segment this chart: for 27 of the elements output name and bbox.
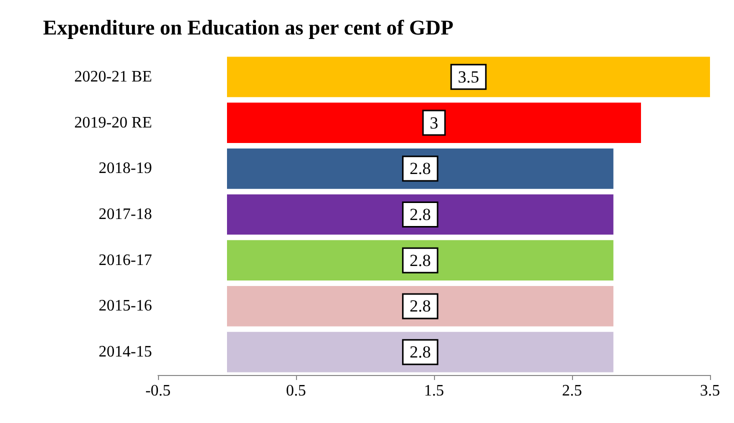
bar	[227, 286, 614, 326]
data-label: 3.5	[458, 67, 480, 86]
x-tick-label: 1.5	[424, 382, 444, 400]
bar	[227, 240, 614, 281]
data-label: 2.8	[410, 159, 431, 178]
bar	[227, 332, 614, 372]
bar	[227, 102, 641, 143]
data-label: 2.8	[410, 250, 431, 270]
y-tick-label: 2018-19	[98, 160, 152, 178]
bar	[227, 56, 710, 98]
chart-title: Expenditure on Education as per cent of GDP	[43, 16, 454, 40]
x-tick-label: 2.5	[562, 382, 582, 400]
data-label: 2.8	[410, 205, 431, 224]
y-tick-label: 2020-21 BE	[74, 68, 152, 86]
data-label: 2.8	[410, 342, 431, 362]
data-label: 3	[430, 113, 438, 132]
y-tick-label: 2014-15	[98, 344, 152, 361]
bar	[227, 194, 614, 235]
data-label: 2.8	[410, 296, 431, 316]
x-tick-label: 3.5	[700, 382, 720, 400]
bar	[227, 148, 614, 189]
x-tick-label: 0.5	[286, 382, 306, 400]
x-tick-label: -0.5	[145, 382, 171, 400]
y-tick-label: 2019-20 RE	[74, 114, 152, 132]
y-tick-label: 2015-16	[98, 298, 152, 315]
y-tick-label: 2016-17	[98, 252, 152, 269]
y-tick-label: 2017-18	[98, 206, 152, 223]
